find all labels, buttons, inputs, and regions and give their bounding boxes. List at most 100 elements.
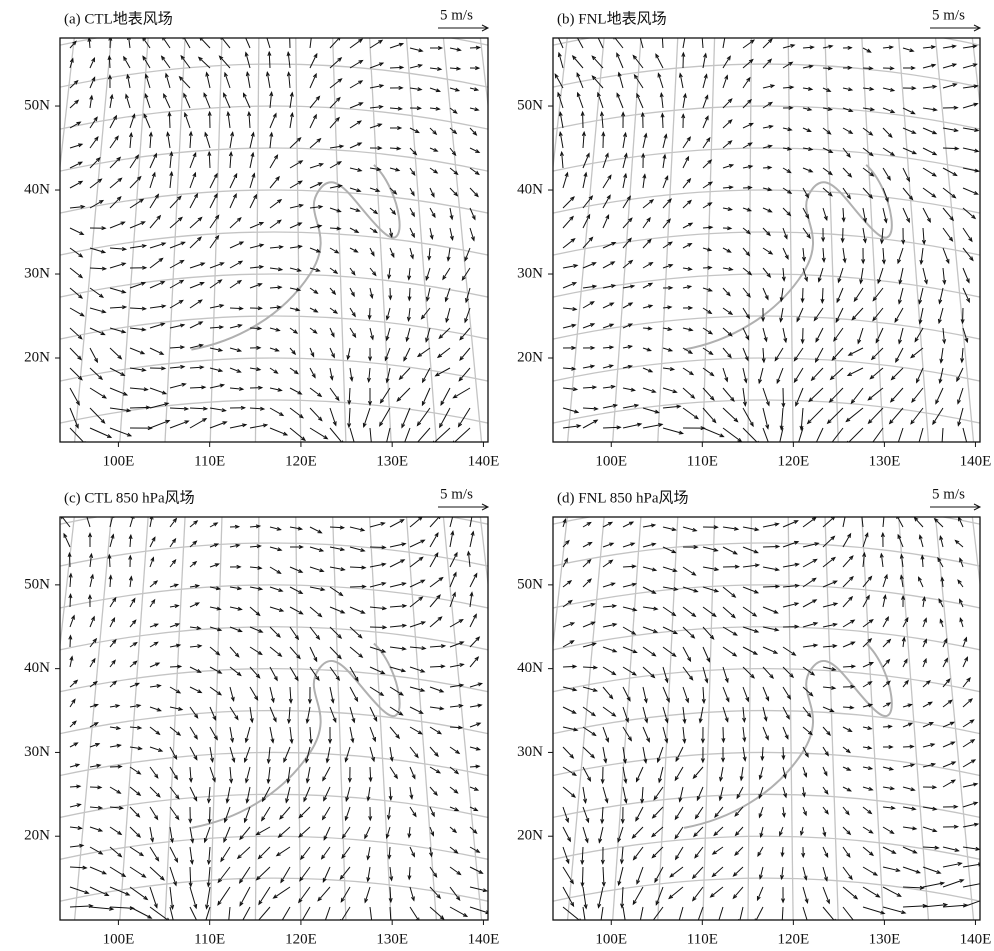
wind-vector (290, 428, 305, 440)
wind-vector (836, 308, 843, 322)
wind-vector (244, 33, 250, 48)
wind-vector (350, 687, 358, 701)
wind-vector (622, 887, 623, 907)
wind-vector (923, 168, 936, 176)
arrow-head (828, 443, 831, 447)
wind-vector (184, 94, 190, 108)
wind-vector (600, 907, 603, 930)
wind-vector (963, 740, 974, 747)
map-panel: (d) FNL 850 hPa风场5 m/s100E110E120E130E14… (475, 459, 994, 951)
parallel (523, 794, 994, 824)
wind-vector (723, 627, 737, 635)
wind-vector (703, 647, 709, 662)
reference-label: 5 m/s (932, 486, 965, 502)
wind-vector (385, 428, 390, 451)
wind-vector (851, 388, 863, 403)
wind-vector (848, 368, 863, 375)
wind-vector (723, 120, 732, 128)
wind-vector (190, 747, 197, 760)
arrow-head (624, 925, 627, 929)
wind-vector (430, 747, 438, 756)
y-tick-label: 20N (24, 828, 50, 844)
wind-vector (190, 322, 202, 328)
wind-vector (863, 907, 884, 914)
wind-vector (150, 847, 159, 861)
y-tick-label: 20N (517, 828, 543, 844)
wind-vector (623, 647, 637, 653)
wind-vector (323, 767, 330, 781)
wind-vector (896, 348, 903, 362)
wind-vector (190, 237, 201, 248)
wind-vector (678, 907, 683, 926)
wind-vector (350, 647, 362, 657)
wind-vector (310, 627, 319, 639)
wind-vector (763, 428, 771, 450)
wind-vector (633, 887, 643, 904)
wind-vector (203, 907, 210, 930)
y-tick-label: 20N (517, 349, 543, 365)
y-tick-label: 50N (24, 97, 50, 113)
arrow-head (813, 446, 816, 450)
wind-vector (936, 388, 943, 404)
wind-vector (803, 600, 816, 607)
parallel (30, 669, 518, 699)
wind-vector (310, 183, 322, 188)
wind-vector (843, 556, 853, 567)
reference-label: 5 m/s (440, 486, 473, 502)
arrow-head (781, 922, 784, 926)
wind-vector (330, 79, 342, 88)
wind-vector (190, 727, 197, 739)
wind-vector (796, 388, 803, 406)
wind-vector (270, 200, 281, 208)
wind-vector (675, 807, 683, 819)
wind-vector (723, 408, 738, 422)
wind-vector (240, 867, 250, 883)
wind-vector (823, 581, 837, 587)
wind-vector (340, 867, 350, 879)
wind-vector (563, 787, 575, 797)
parallel (30, 543, 518, 573)
wind-vector (915, 328, 923, 341)
wind-vector (190, 300, 202, 308)
wind-vector (210, 194, 217, 208)
wind-vector (190, 787, 197, 801)
wind-vector (322, 847, 330, 859)
wind-vector (695, 807, 703, 818)
wind-vector (390, 767, 397, 778)
wind-vector (230, 218, 241, 228)
wind-vector (310, 54, 317, 68)
wind-vector (693, 867, 703, 878)
wind-vector (170, 847, 177, 862)
arrow-head (173, 927, 176, 931)
wind-vector (702, 33, 703, 48)
wind-vector (632, 827, 643, 838)
wind-vector (450, 512, 454, 527)
wind-vector (150, 194, 158, 208)
wind-vector (763, 607, 778, 613)
wind-vector (823, 168, 832, 175)
wind-vector (814, 308, 823, 320)
wind-vector (654, 787, 663, 800)
arrow-head (596, 34, 599, 38)
wind-vector (170, 196, 181, 208)
meridian (0, 497, 40, 940)
wind-vector (370, 428, 372, 451)
x-tick-label: 100E (103, 931, 135, 947)
wind-vector (743, 547, 758, 553)
wind-vector (190, 419, 206, 428)
wind-vector (693, 887, 703, 901)
wind-vector (190, 707, 198, 718)
y-tick-label: 50N (24, 576, 50, 592)
wind-vector (310, 428, 327, 439)
map-panel: (a) CTL地表风场5 m/s100E110E120E130E140E20N3… (0, 0, 575, 514)
wind-vector (783, 521, 798, 527)
wind-vector (370, 40, 382, 48)
wind-vector (794, 368, 803, 382)
wind-vector (843, 534, 851, 547)
wind-vector (350, 328, 356, 337)
wind-vector (228, 907, 230, 931)
wind-vector (843, 887, 857, 899)
wind-vector (110, 222, 125, 228)
wind-vector (963, 248, 973, 260)
